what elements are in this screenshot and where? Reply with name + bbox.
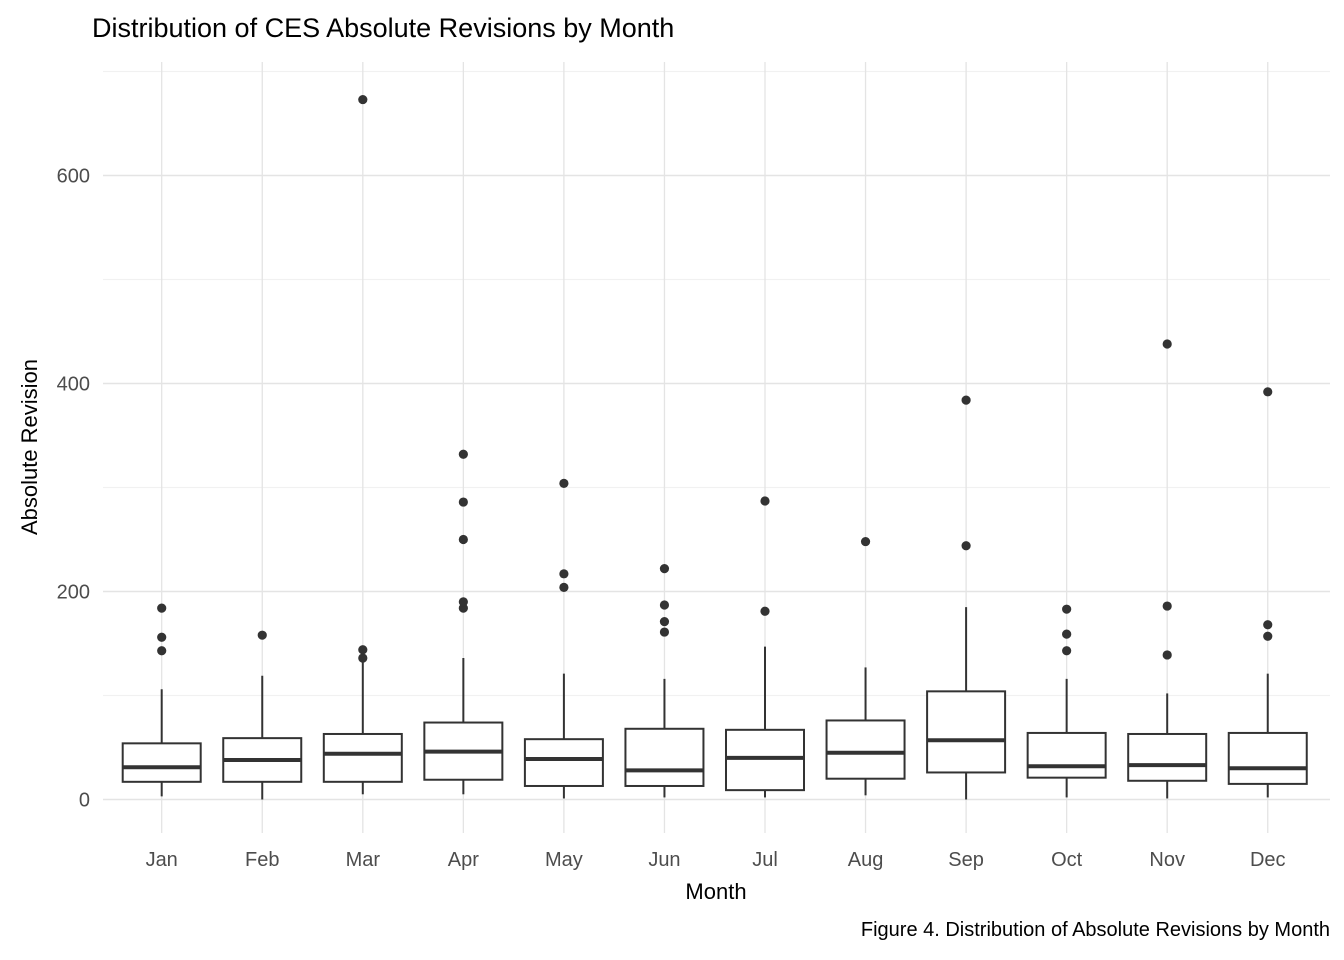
outlier-point [760,496,770,506]
boxplot-feb [222,630,303,800]
outlier-point [257,630,267,640]
y-tick-label: 0 [79,790,90,812]
outlier-point [860,536,871,547]
outlier-point [659,564,670,574]
outlier-point [358,653,368,663]
outlier-point [458,449,468,459]
iqr-box [825,719,906,780]
outlier-point [961,541,971,551]
x-tick-label: Jul [752,849,778,871]
figure-caption: Figure 4. Distribution of Absolute Revis… [860,919,1330,941]
x-tick-label: Jan [146,849,178,871]
x-tick-label: Nov [1149,849,1185,871]
outlier-point [157,646,167,656]
outlier-point [760,606,770,616]
boxplot-nov [1127,339,1208,799]
y-tick-label: 200 [57,582,90,604]
boxplot-oct [1026,604,1107,798]
iqr-box [1026,731,1107,779]
outlier-point [559,569,569,579]
x-tick-label: Dec [1250,849,1286,871]
outlier-point [157,632,167,642]
boxplot-mar [322,94,403,795]
outlier-point [559,582,569,592]
outlier-point [458,597,468,607]
iqr-box [523,738,604,787]
outlier-point [358,645,368,655]
y-tick-label: 400 [57,374,90,396]
boxplot-jun [624,564,705,798]
outlier-point [1162,601,1172,611]
x-tick-label: May [545,849,583,871]
boxplot-jul [725,496,805,798]
outlier-point [458,497,468,507]
boxplot-apr [423,449,504,795]
boxplot-jan [121,603,202,797]
iqr-box [1227,731,1308,785]
boxplot-may [523,478,604,799]
x-tick-label: Mar [346,849,381,871]
x-tick-label: Sep [948,849,984,871]
outlier-point [559,478,569,488]
outlier-point [157,603,167,613]
x-axis-title: Month [685,879,747,904]
x-tick-label: Feb [245,849,279,871]
outlier-point [961,395,971,405]
outlier-point [458,534,468,545]
iqr-box [1127,732,1208,782]
outlier-point [358,94,368,105]
outlier-point [1263,631,1273,641]
iqr-box [624,727,705,787]
y-tick-label: 600 [57,166,90,188]
outlier-point [1062,629,1072,639]
outlier-point [1162,339,1172,349]
outlier-point [1263,387,1273,397]
outlier-point [1062,604,1072,614]
iqr-box [926,690,1007,774]
x-tick-label: Aug [848,849,884,871]
outlier-point [1162,650,1172,660]
x-tick-label: Oct [1051,849,1083,871]
iqr-box [725,728,805,792]
outlier-point [1062,646,1072,656]
outlier-point [659,600,670,610]
x-tick-label: Jun [648,849,680,871]
outlier-point [659,627,670,637]
iqr-box [322,732,403,783]
outlier-point [659,617,670,627]
boxplot-aug [825,536,906,796]
boxplot-sep [926,395,1007,800]
iqr-box [121,742,202,783]
boxplot-dec [1227,387,1308,798]
x-tick-label: Apr [448,849,479,871]
outlier-point [1263,620,1273,630]
chart-title: Distribution of CES Absolute Revisions b… [92,13,675,43]
